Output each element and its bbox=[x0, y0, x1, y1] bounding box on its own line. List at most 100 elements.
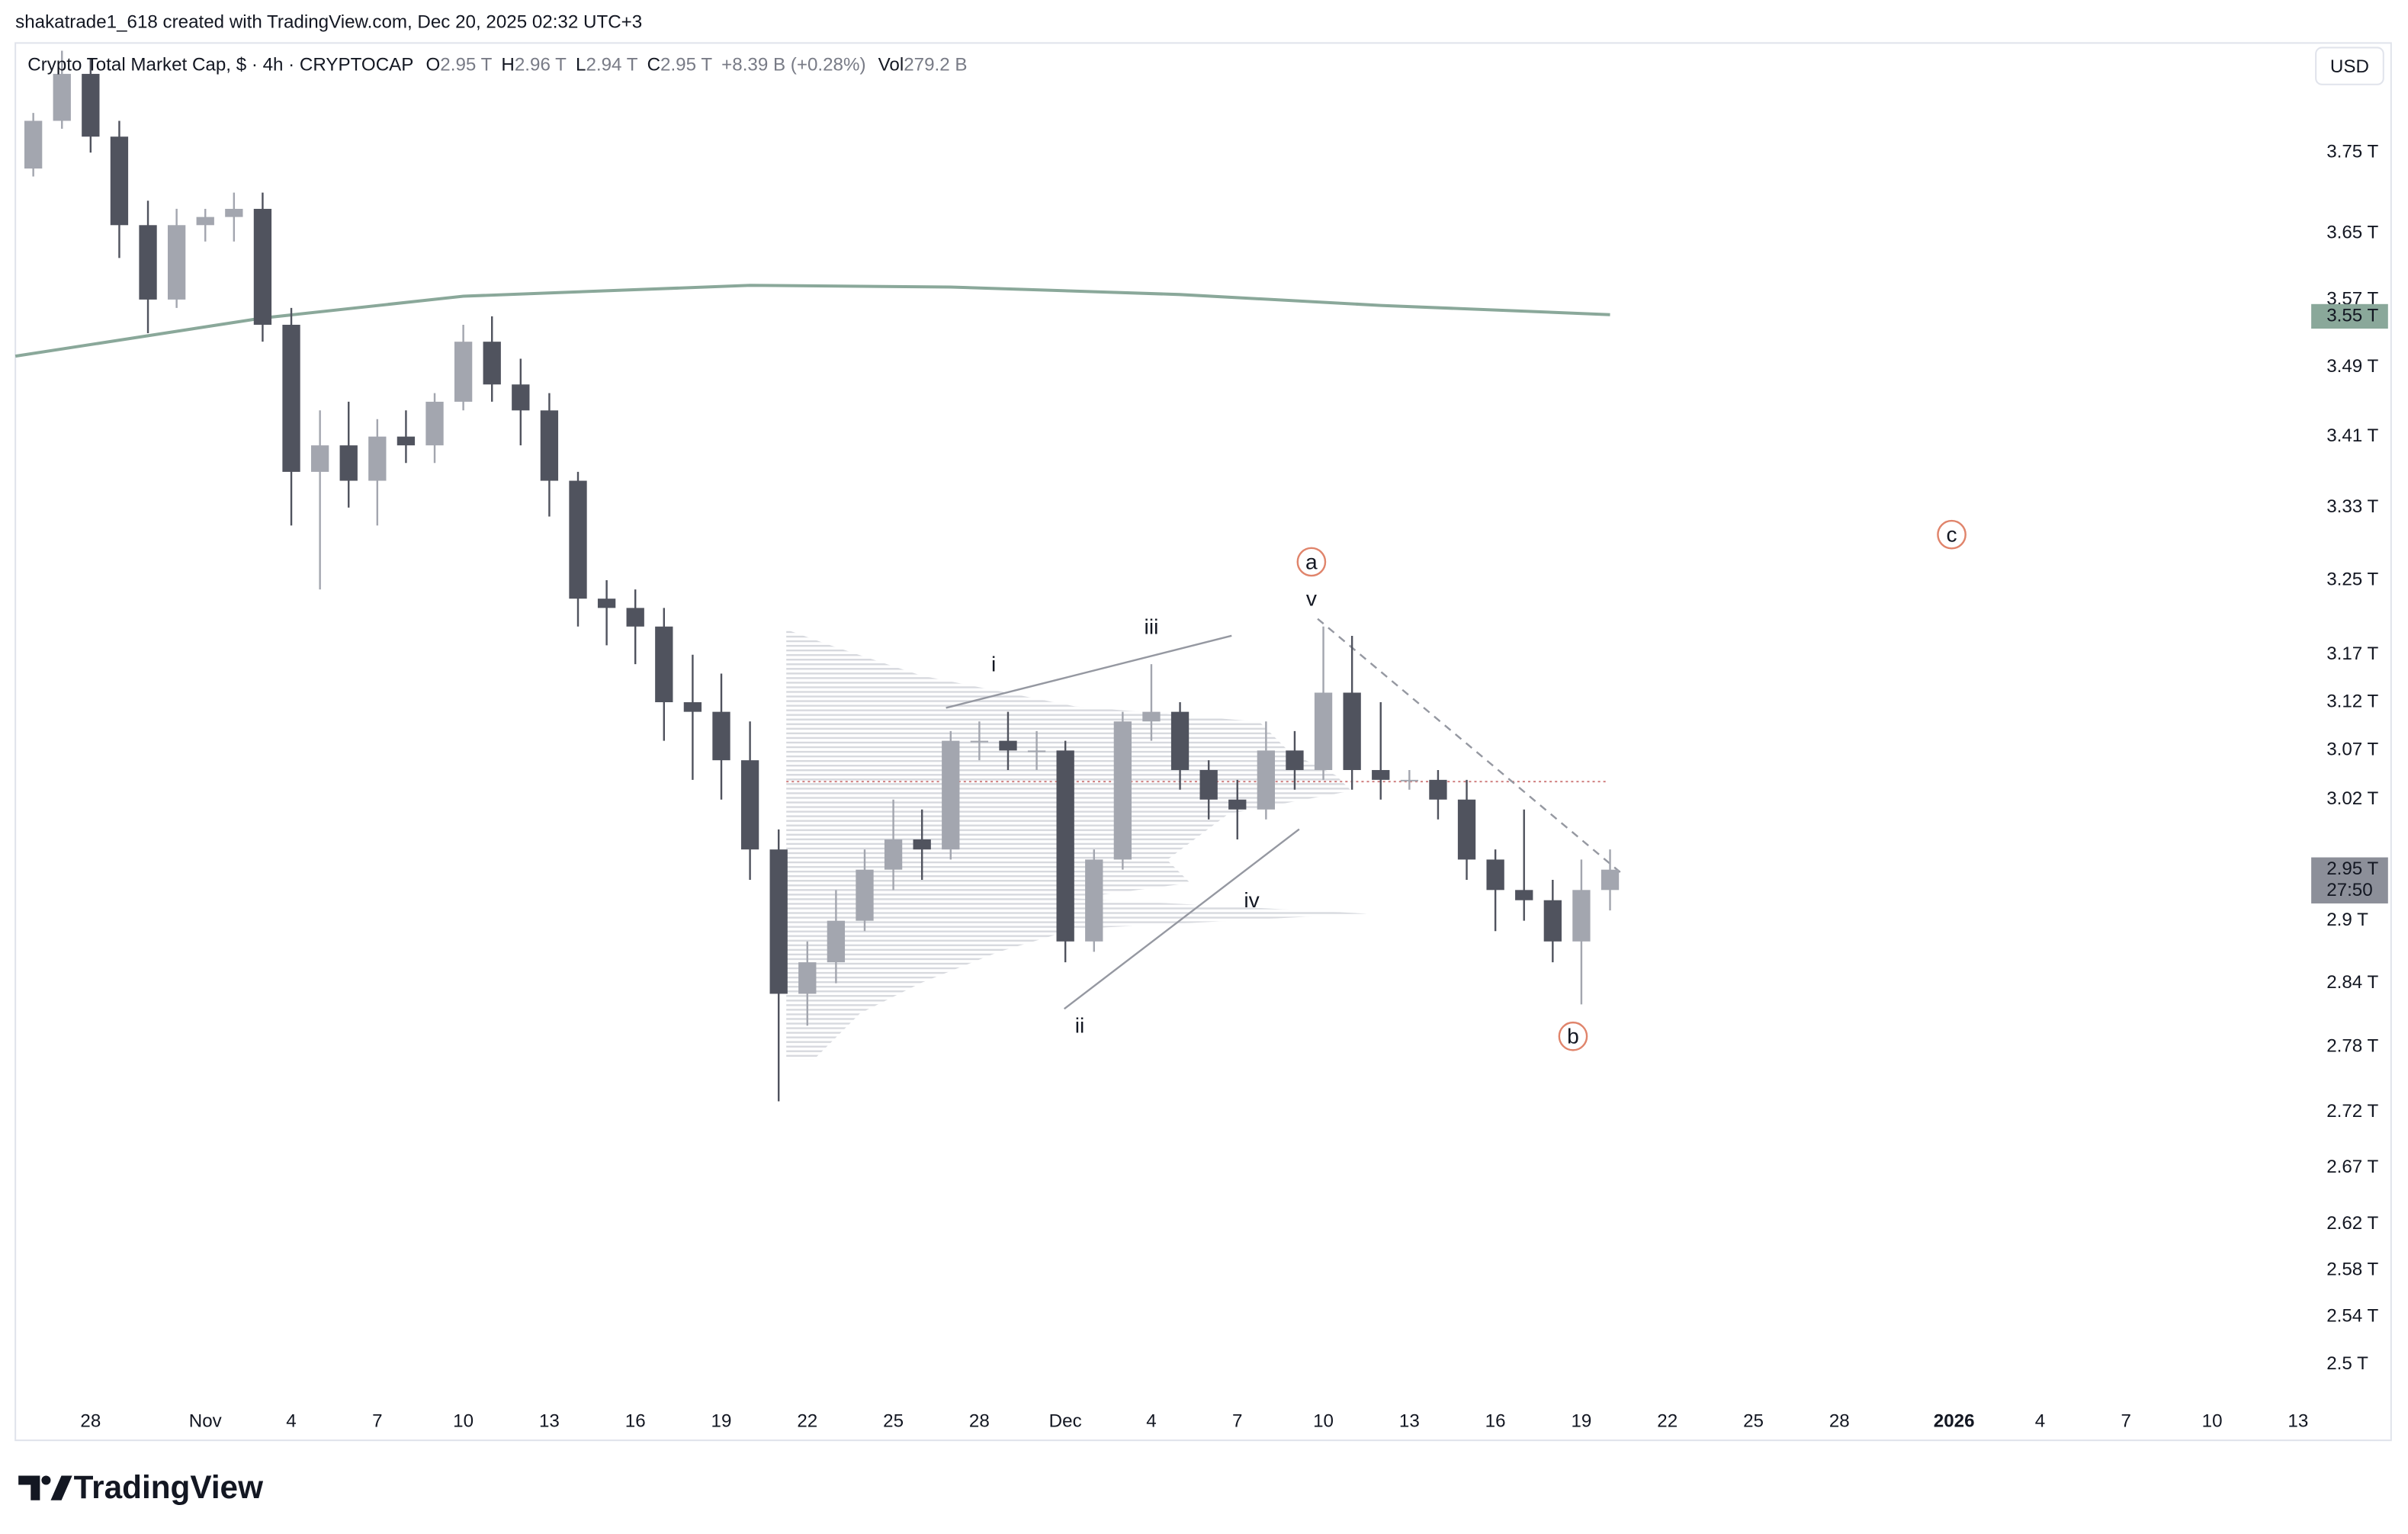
x-tick-label: 28 bbox=[1829, 1410, 1850, 1431]
y-tick-label: 3.12 T bbox=[2326, 691, 2378, 711]
attribution: shakatrade1_618 created with TradingView… bbox=[15, 12, 642, 33]
candle-body bbox=[1113, 721, 1132, 860]
annotation-circle bbox=[1558, 1021, 1588, 1051]
y-tick-label: 3.17 T bbox=[2326, 643, 2378, 664]
y-tick-label: 3.25 T bbox=[2326, 569, 2378, 589]
x-tick-label: 25 bbox=[883, 1410, 904, 1431]
candle-body bbox=[942, 740, 960, 850]
y-tick-label: 3.07 T bbox=[2326, 740, 2378, 760]
x-tick-label: 28 bbox=[969, 1410, 990, 1431]
trend-line bbox=[1063, 828, 1300, 1010]
trend-line-dashed bbox=[1317, 618, 1621, 873]
legend: Crypto Total Market Cap, $ · 4h · CRYPTO… bbox=[27, 55, 967, 75]
candle-body bbox=[1286, 750, 1304, 770]
x-tick-label: 7 bbox=[372, 1410, 382, 1431]
x-tick-label: 13 bbox=[539, 1410, 560, 1431]
brand-name: TradingView bbox=[74, 1469, 263, 1505]
candle-body bbox=[1228, 799, 1247, 810]
candle-body bbox=[626, 608, 644, 627]
candle-body bbox=[683, 702, 702, 712]
x-tick-label: 10 bbox=[453, 1410, 474, 1431]
candle-body bbox=[827, 920, 846, 963]
candle-body bbox=[1572, 890, 1591, 942]
y-tick-label: 2.62 T bbox=[2326, 1213, 2378, 1234]
candle-body bbox=[1486, 859, 1504, 891]
annotation-label: a bbox=[1305, 549, 1318, 573]
candle-body bbox=[1314, 692, 1333, 770]
y-tick-label: 2.9 T bbox=[2326, 910, 2368, 930]
price-tag bbox=[2311, 857, 2388, 903]
x-tick-label: 22 bbox=[1657, 1410, 1678, 1431]
volume-profile bbox=[786, 629, 1367, 1060]
candle-body bbox=[1343, 692, 1361, 770]
candle-body bbox=[425, 401, 444, 446]
candle-body bbox=[1085, 859, 1103, 942]
y-tick-label: 2.78 T bbox=[2326, 1036, 2378, 1057]
currency-button[interactable] bbox=[2315, 47, 2384, 85]
candle-body bbox=[1543, 900, 1562, 942]
y-tick-label: 3.02 T bbox=[2326, 788, 2378, 809]
annotation-label: iv bbox=[1244, 887, 1259, 912]
x-tick-label: 19 bbox=[1571, 1410, 1591, 1431]
x-tick-label: 10 bbox=[1313, 1410, 1334, 1431]
annotation-circle bbox=[1937, 519, 1967, 550]
y-tick-label: 2.54 T bbox=[2326, 1306, 2378, 1327]
candle-body bbox=[1429, 779, 1447, 800]
y-tick-label: 3.75 T bbox=[2326, 141, 2378, 162]
candle-body bbox=[282, 324, 300, 472]
candle-body bbox=[655, 626, 673, 703]
candle-body bbox=[512, 384, 530, 411]
candle-body bbox=[1601, 869, 1620, 891]
annotation-label: c bbox=[1947, 522, 1957, 547]
candle-body bbox=[1457, 799, 1476, 860]
moving-average bbox=[14, 284, 1610, 358]
candle-body bbox=[999, 740, 1017, 751]
price-tag-label: 2.95 T bbox=[2326, 858, 2378, 879]
x-tick-label: 16 bbox=[625, 1410, 646, 1431]
candle-body bbox=[167, 225, 186, 300]
candle-body bbox=[1199, 769, 1218, 800]
candle-body bbox=[310, 445, 329, 472]
ohlc-key: O bbox=[426, 55, 441, 75]
ohlc-value: 2.95 T bbox=[660, 55, 712, 75]
candle-body bbox=[1400, 779, 1418, 781]
candle-body bbox=[769, 849, 788, 994]
candle-body bbox=[1515, 890, 1533, 900]
candle-body bbox=[798, 962, 817, 994]
candle-body bbox=[1142, 711, 1161, 722]
annotation-label: ii bbox=[1075, 1013, 1085, 1038]
x-tick-label: 22 bbox=[797, 1410, 817, 1431]
candle-body bbox=[569, 480, 587, 599]
candle-body bbox=[540, 410, 559, 481]
marks: 28 Nov 4 7 10 13 16 19 22 25 28 Dec 4 7 10 13 16 19 22 25 28… bbox=[14, 50, 2388, 1431]
annotation-label: i bbox=[991, 652, 996, 676]
symbol: Crypto Total Market Cap, $ · 4h · CRYPTO… bbox=[27, 55, 413, 75]
candle-body bbox=[139, 225, 157, 300]
price-tag-countdown: 27:50 bbox=[2326, 880, 2372, 900]
candle-body bbox=[253, 208, 272, 325]
candle-body bbox=[196, 217, 214, 226]
candle-body bbox=[339, 445, 358, 481]
x-tick-label: 7 bbox=[2121, 1410, 2131, 1431]
candle-body bbox=[1257, 750, 1276, 810]
candle-body bbox=[454, 342, 473, 402]
y-tick-label: 2.58 T bbox=[2326, 1259, 2378, 1279]
candle-body bbox=[53, 73, 71, 121]
x-tick-label: 25 bbox=[1743, 1410, 1764, 1431]
annotation-label: iii bbox=[1145, 614, 1159, 638]
y-tick-label: 2.67 T bbox=[2326, 1157, 2378, 1177]
currency-label[interactable]: USD bbox=[2330, 56, 2369, 77]
y-tick-label: 3.41 T bbox=[2326, 425, 2378, 446]
x-tick-label: 4 bbox=[1146, 1410, 1156, 1431]
trend-line bbox=[946, 634, 1232, 709]
annotation-label: v bbox=[1306, 586, 1317, 611]
x-tick-label: 13 bbox=[2288, 1410, 2308, 1431]
candle-body bbox=[225, 208, 243, 217]
candle-body bbox=[1056, 750, 1074, 942]
y-tick-label: 2.5 T bbox=[2326, 1353, 2368, 1374]
candle-body bbox=[110, 136, 129, 226]
chart-frame bbox=[14, 42, 2392, 1442]
x-tick-label: 4 bbox=[286, 1410, 296, 1431]
